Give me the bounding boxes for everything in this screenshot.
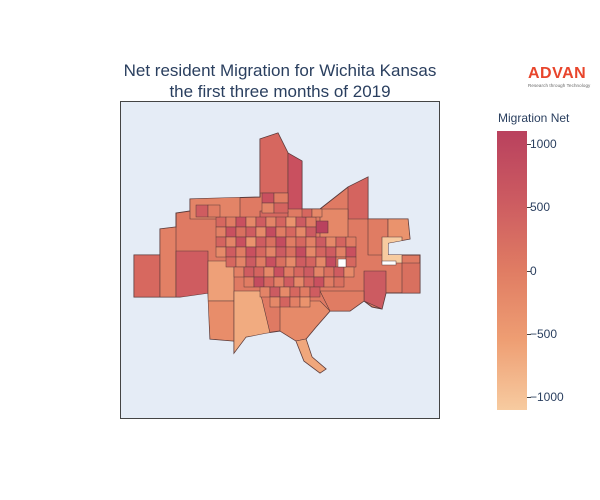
tract-grid	[195, 192, 357, 308]
tract-region[interactable]	[287, 152, 303, 210]
logo-tagline: Research through Technology	[528, 83, 591, 88]
colorbar-tick-label: 1000	[530, 136, 557, 151]
colorbar-tick-mark	[527, 270, 531, 272]
colorbar-tick-label: −1000	[530, 390, 564, 405]
colorbar-tick-label: 500	[530, 200, 551, 215]
tract-region[interactable]	[279, 300, 331, 342]
colorbar-tick-mark	[527, 207, 531, 209]
colorbar-tick-label: 0	[530, 263, 537, 278]
tract-region[interactable]	[401, 262, 420, 294]
choropleth-map[interactable]	[120, 101, 440, 419]
map-title: Net resident Migration for Wichita Kansa…	[100, 60, 460, 102]
colorbar-title: Migration Net	[498, 111, 570, 125]
no-data-tract	[337, 258, 347, 268]
map-title-line-1: Net resident Migration for Wichita Kansa…	[123, 61, 437, 80]
map-panel[interactable]	[120, 101, 440, 419]
tract-region[interactable]	[134, 254, 161, 298]
tract-region[interactable]	[319, 290, 365, 312]
colorbar-tick-mark	[527, 143, 531, 145]
colorbar-tick-mark	[527, 397, 531, 399]
tract-region[interactable]	[159, 226, 177, 298]
colorbar	[497, 131, 527, 410]
no-data-tract	[381, 260, 397, 266]
colorbar-tick-mark	[527, 333, 531, 335]
colorbar-tick-label: −500	[530, 326, 558, 341]
advan-logo: ADVAN Research through Technology	[528, 65, 591, 89]
tract-region[interactable]	[207, 300, 235, 342]
tract-region[interactable]	[315, 220, 329, 234]
tract-region[interactable]	[175, 250, 209, 298]
tract-region[interactable]	[295, 338, 327, 373]
map-title-line-2: the first three months of 2019	[169, 82, 391, 101]
logo-wordmark: ADVAN	[528, 65, 587, 82]
